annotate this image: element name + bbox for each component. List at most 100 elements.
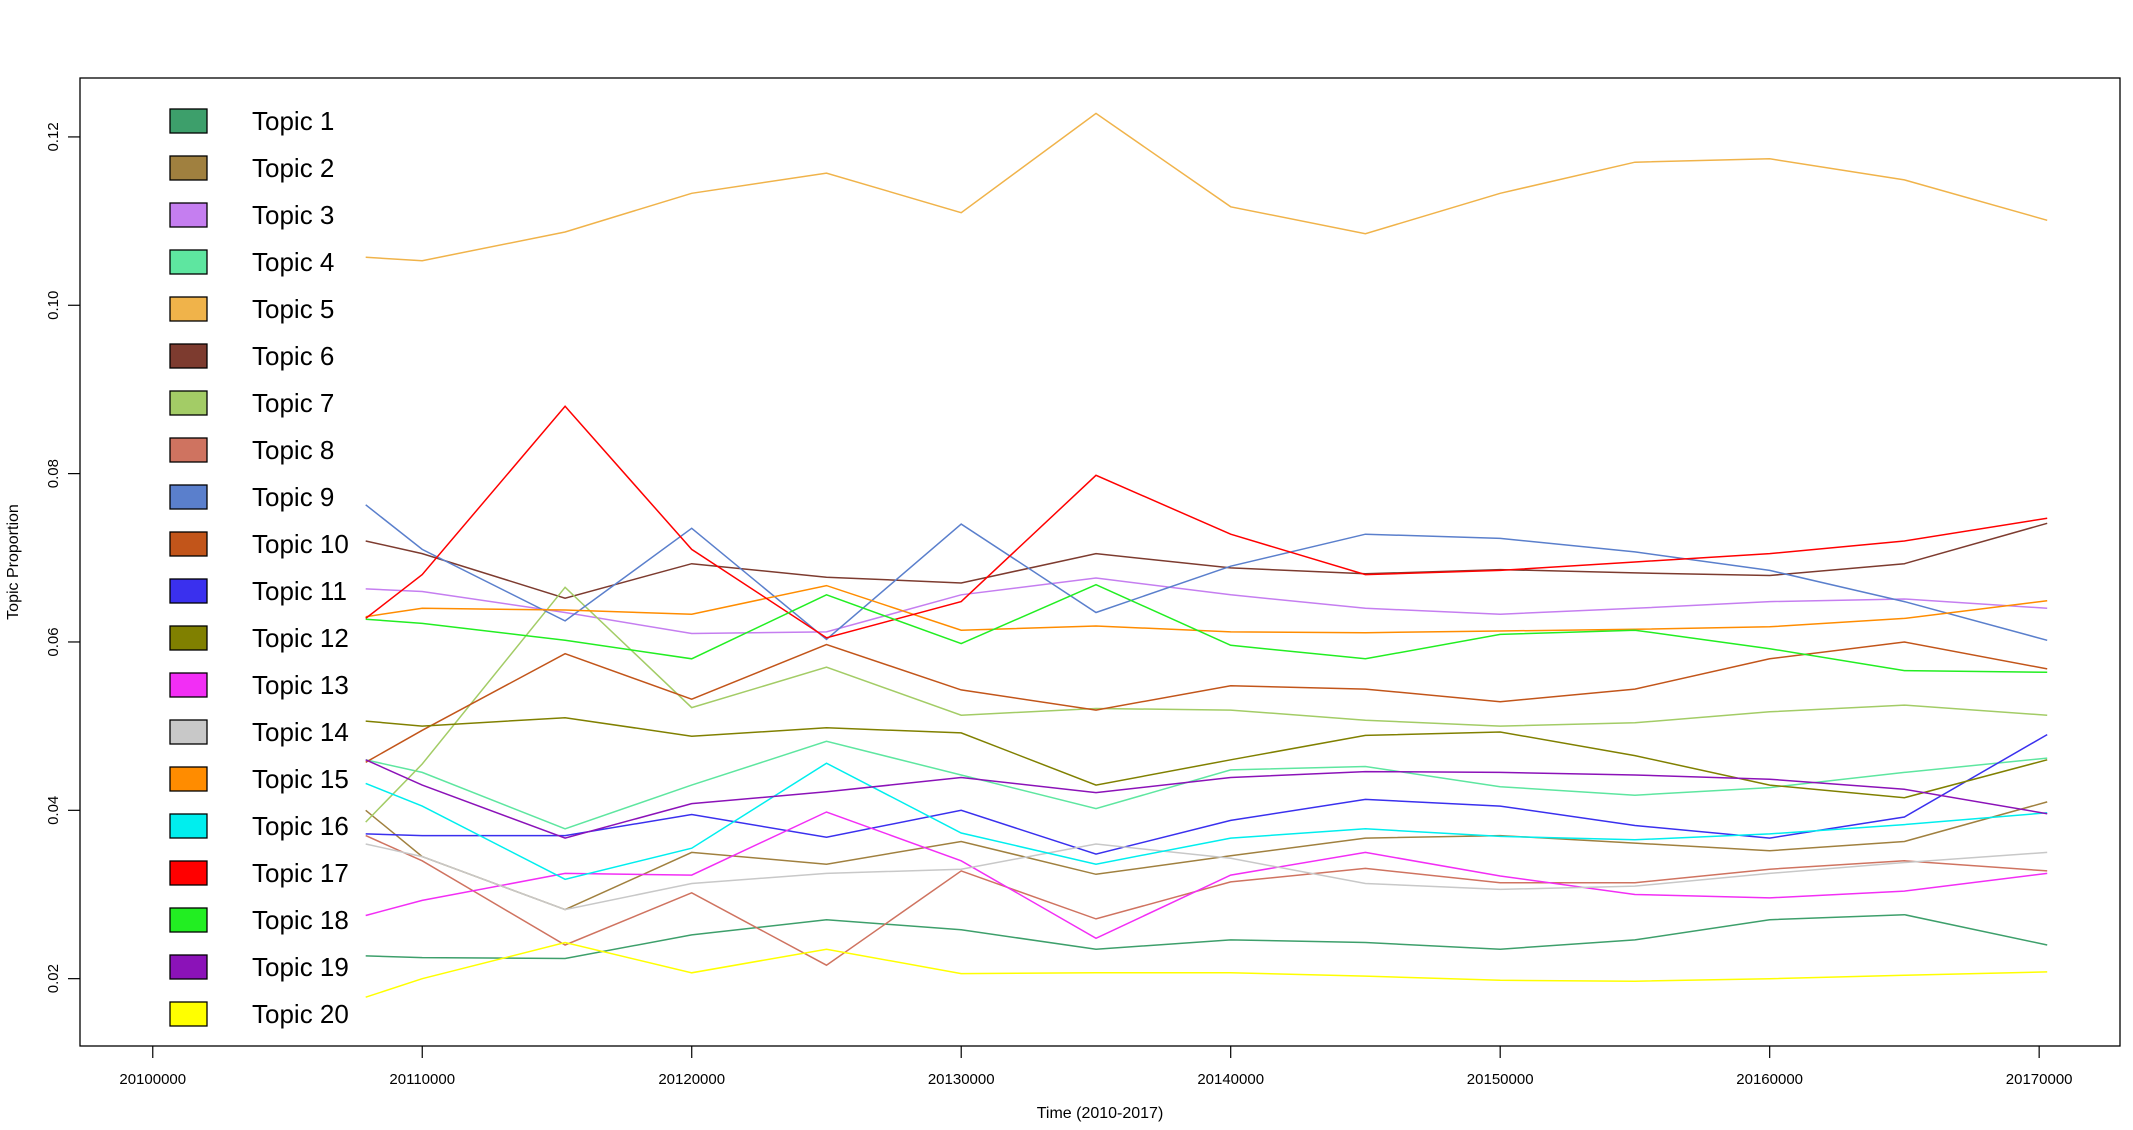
legend-item: Topic 1 bbox=[169, 106, 334, 136]
legend-label: Topic 5 bbox=[252, 294, 334, 324]
plot-area bbox=[79, 77, 2121, 1047]
legend-swatch bbox=[169, 860, 208, 886]
series-line-topic-12 bbox=[365, 716, 2048, 799]
legend-item: Topic 14 bbox=[169, 717, 349, 747]
series-line-topic-16 bbox=[365, 762, 2048, 881]
legend-label: Topic 15 bbox=[252, 764, 349, 794]
legend-label: Topic 2 bbox=[252, 153, 334, 183]
legend-item: Topic 4 bbox=[169, 247, 334, 277]
legend-item: Topic 18 bbox=[169, 905, 349, 935]
x-axis-title: Time (2010-2017) bbox=[1037, 1105, 1164, 1122]
legend-label: Topic 12 bbox=[252, 623, 349, 653]
x-tick-label: 20170000 bbox=[2006, 1071, 2073, 1088]
legend-item: Topic 9 bbox=[169, 482, 334, 512]
series-line-topic-1 bbox=[365, 913, 2048, 960]
series-line-topic-7 bbox=[365, 586, 2048, 823]
legend-swatch bbox=[169, 202, 208, 228]
x-axis: 20100000 20110000 20120000 20130000 20140000… bbox=[119, 1046, 2073, 1088]
legend-swatch bbox=[169, 1001, 208, 1027]
legend-swatch bbox=[169, 531, 208, 557]
legend-swatch bbox=[169, 625, 208, 651]
legend-item: Topic 15 bbox=[169, 764, 349, 794]
series-line-topic-19 bbox=[365, 759, 2048, 839]
series-line-topic-15 bbox=[365, 584, 2048, 634]
series-line-topic-11 bbox=[365, 733, 2048, 855]
legend-label: Topic 19 bbox=[252, 952, 349, 982]
legend-swatch bbox=[169, 813, 208, 839]
series-line-topic-6 bbox=[365, 522, 2048, 599]
legend: Topic 1 Topic 2 Topic 3 Topic 4 Topic 5 Topic… bbox=[169, 106, 349, 1029]
legend-item: Topic 16 bbox=[169, 811, 349, 841]
y-axis: 0.02 0.04 0.06 0.08 0.10 0.12 bbox=[45, 122, 80, 993]
x-tick-label: 20150000 bbox=[1467, 1071, 1534, 1088]
legend-item: Topic 6 bbox=[169, 341, 334, 371]
legend-item: Topic 11 bbox=[169, 576, 347, 606]
legend-label: Topic 16 bbox=[252, 811, 349, 841]
x-tick-label: 20130000 bbox=[928, 1071, 995, 1088]
legend-swatch bbox=[169, 672, 208, 698]
legend-item: Topic 5 bbox=[169, 294, 334, 324]
legend-swatch bbox=[169, 296, 208, 322]
legend-item: Topic 17 bbox=[169, 858, 349, 888]
series-line-topic-10 bbox=[365, 641, 2048, 763]
x-tick-label: 20120000 bbox=[658, 1071, 725, 1088]
series-line-topic-3 bbox=[365, 577, 2048, 635]
legend-swatch bbox=[169, 249, 208, 275]
legend-label: Topic 9 bbox=[252, 482, 334, 512]
legend-swatch bbox=[169, 719, 208, 745]
legend-label: Topic 20 bbox=[252, 999, 349, 1029]
y-tick-label: 0.12 bbox=[45, 122, 62, 151]
legend-label: Topic 18 bbox=[252, 905, 349, 935]
y-tick-label: 0.10 bbox=[45, 291, 62, 320]
legend-label: Topic 4 bbox=[252, 247, 334, 277]
y-tick-label: 0.08 bbox=[45, 459, 62, 488]
legend-label: Topic 17 bbox=[252, 858, 349, 888]
y-tick-label: 0.06 bbox=[45, 627, 62, 656]
legend-item: Topic 10 bbox=[169, 529, 349, 559]
legend-swatch bbox=[169, 437, 208, 463]
legend-label: Topic 13 bbox=[252, 670, 349, 700]
legend-swatch bbox=[169, 155, 208, 181]
series-line-topic-8 bbox=[365, 834, 2048, 967]
series-lines bbox=[365, 112, 2048, 998]
legend-swatch bbox=[169, 390, 208, 416]
legend-label: Topic 11 bbox=[252, 576, 347, 606]
series-line-topic-18 bbox=[365, 583, 2048, 674]
legend-swatch bbox=[169, 108, 208, 134]
legend-label: Topic 14 bbox=[252, 717, 349, 747]
legend-swatch bbox=[169, 343, 208, 369]
x-tick-label: 20110000 bbox=[389, 1071, 455, 1088]
legend-item: Topic 19 bbox=[169, 952, 349, 982]
legend-item: Topic 3 bbox=[169, 200, 334, 230]
series-line-topic-14 bbox=[365, 843, 2048, 911]
series-line-topic-17 bbox=[365, 405, 2048, 639]
plot-frame bbox=[79, 77, 2121, 1047]
legend-item: Topic 2 bbox=[169, 153, 334, 183]
legend-label: Topic 6 bbox=[252, 341, 334, 371]
legend-swatch bbox=[169, 578, 208, 604]
series-line-topic-20 bbox=[365, 941, 2048, 998]
legend-item: Topic 12 bbox=[169, 623, 349, 653]
series-line-topic-5 bbox=[365, 112, 2048, 262]
x-tick-label: 20140000 bbox=[1197, 1071, 1264, 1088]
legend-swatch bbox=[169, 907, 208, 933]
y-tick-label: 0.02 bbox=[45, 964, 62, 993]
legend-swatch bbox=[169, 766, 208, 792]
legend-item: Topic 13 bbox=[169, 670, 349, 700]
legend-label: Topic 1 bbox=[252, 106, 334, 136]
series-line-topic-4 bbox=[365, 740, 2048, 830]
series-line-topic-2 bbox=[365, 801, 2048, 911]
legend-label: Topic 7 bbox=[252, 388, 334, 418]
legend-swatch bbox=[169, 954, 208, 980]
y-axis-title: Topic Proportion bbox=[5, 504, 22, 620]
x-tick-label: 20100000 bbox=[119, 1071, 186, 1088]
legend-swatch bbox=[169, 484, 208, 510]
legend-label: Topic 8 bbox=[252, 435, 334, 465]
x-tick-label: 20160000 bbox=[1736, 1071, 1803, 1088]
y-tick-label: 0.04 bbox=[45, 796, 62, 825]
series-line-topic-9 bbox=[365, 504, 2048, 642]
legend-label: Topic 10 bbox=[252, 529, 349, 559]
legend-item: Topic 20 bbox=[169, 999, 349, 1029]
legend-item: Topic 7 bbox=[169, 388, 334, 418]
